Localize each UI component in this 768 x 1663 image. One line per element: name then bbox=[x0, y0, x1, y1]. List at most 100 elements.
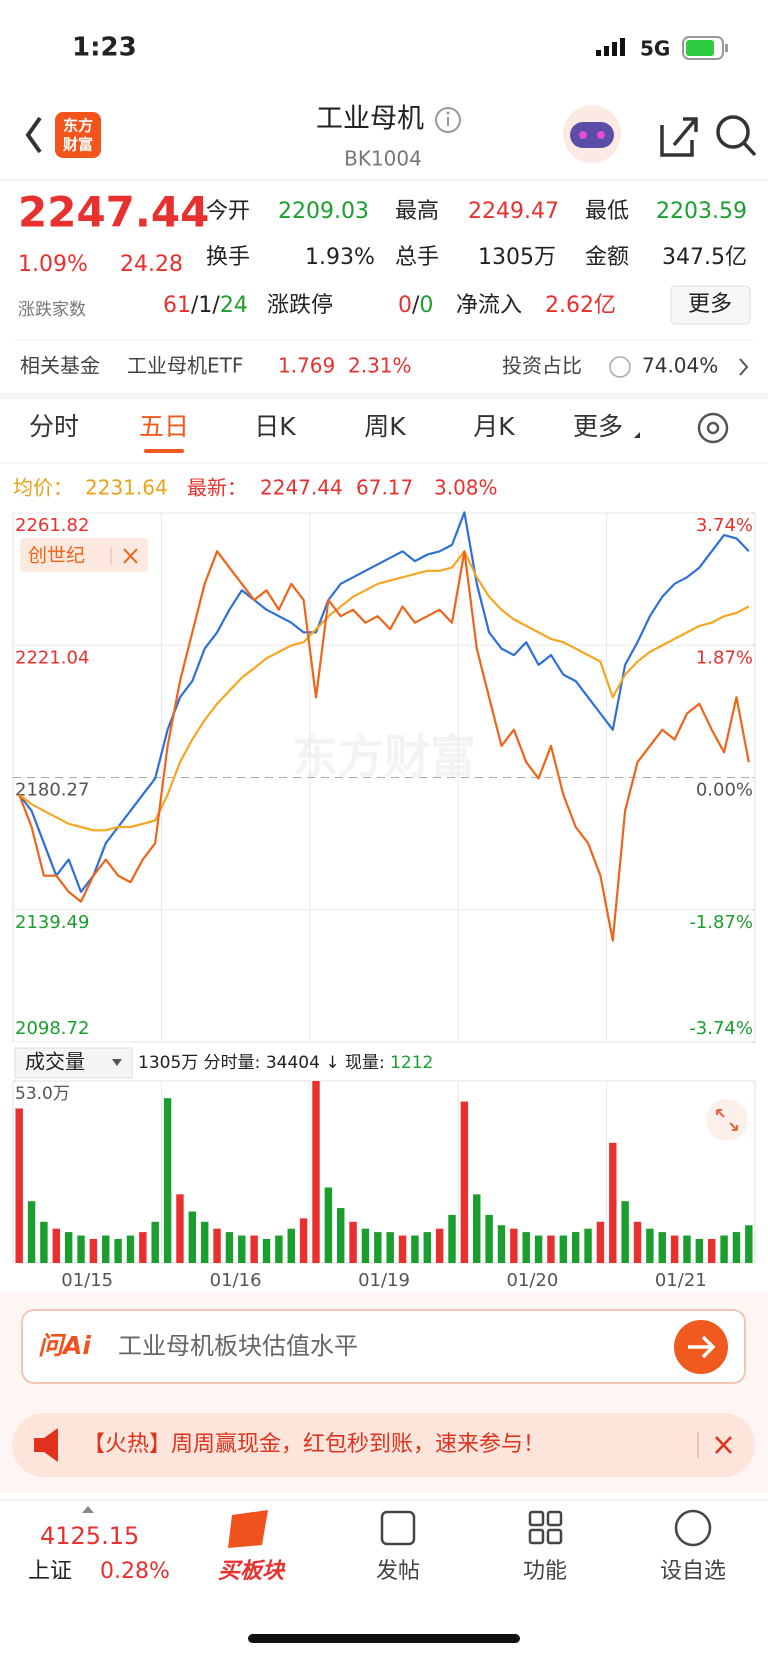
more-button-label[interactable]: 更多 bbox=[688, 292, 732, 317]
info-icon[interactable] bbox=[435, 107, 461, 133]
value: 347.5亿 bbox=[662, 245, 747, 270]
label: 投资占比 bbox=[502, 354, 582, 378]
clock: 1:23 bbox=[72, 33, 137, 63]
tab[interactable]: 周K bbox=[364, 412, 406, 441]
value: 1.93% bbox=[305, 245, 375, 270]
limit: 0/0 bbox=[398, 293, 433, 318]
volume-bar bbox=[485, 1214, 493, 1263]
nav-icon bbox=[380, 1510, 416, 1546]
robot-avatar[interactable] bbox=[563, 105, 621, 163]
nav-item[interactable]: 发帖 bbox=[376, 1559, 420, 1584]
volume-bar bbox=[349, 1221, 357, 1263]
search-button[interactable] bbox=[716, 115, 757, 157]
more-button[interactable] bbox=[670, 285, 751, 325]
sep: / bbox=[212, 293, 220, 318]
y2-tick-label: 3.74% bbox=[696, 515, 753, 536]
value: 2209.03 bbox=[278, 199, 369, 224]
banner[interactable] bbox=[12, 1413, 755, 1477]
label: 现量: bbox=[345, 1053, 385, 1073]
value: 2.62亿 bbox=[545, 293, 616, 318]
share-button[interactable] bbox=[660, 117, 698, 157]
home-indicator bbox=[248, 1634, 520, 1643]
volume-bar bbox=[547, 1235, 555, 1263]
x-tick-label: 01/16 bbox=[210, 1270, 262, 1291]
volume-bar bbox=[52, 1228, 60, 1263]
banner-close[interactable] bbox=[715, 1436, 732, 1454]
volume-bar bbox=[720, 1235, 728, 1263]
volume-bar bbox=[596, 1221, 605, 1263]
volume-bar bbox=[361, 1228, 370, 1263]
tab[interactable]: 月K bbox=[473, 412, 515, 441]
tab[interactable]: 分时 bbox=[29, 412, 79, 441]
ask-ai-box[interactable] bbox=[21, 1309, 746, 1384]
value: 2249.47 bbox=[468, 199, 559, 224]
volume-bar bbox=[683, 1235, 691, 1263]
volume-bar bbox=[40, 1221, 48, 1263]
fall: 24 bbox=[220, 293, 248, 318]
minute-volume: 34404 bbox=[266, 1053, 320, 1073]
label: 换手 bbox=[206, 245, 250, 270]
volume-bar bbox=[163, 1098, 172, 1263]
volume-bar bbox=[176, 1194, 184, 1263]
fund-change: 2.31% bbox=[348, 354, 412, 378]
nav-item[interactable]: 买板块 bbox=[218, 1559, 286, 1584]
battery-icon bbox=[682, 36, 728, 60]
y-tick-label: 2261.82 bbox=[15, 515, 89, 536]
back-button[interactable] bbox=[25, 116, 42, 154]
volume-bar bbox=[435, 1228, 444, 1263]
volume-bar bbox=[423, 1232, 431, 1263]
volume-bar bbox=[27, 1201, 36, 1263]
legend-close[interactable] bbox=[123, 548, 138, 564]
title: 工业母机 bbox=[316, 104, 424, 135]
volume-bar bbox=[670, 1235, 679, 1263]
index-change: 0.28% bbox=[100, 1559, 170, 1584]
volume-bar bbox=[337, 1208, 345, 1263]
volume-bar bbox=[89, 1238, 98, 1263]
volume-bar bbox=[411, 1235, 419, 1263]
dropdown-arrow bbox=[634, 432, 640, 438]
ask-ai-prompt[interactable]: 工业母机板块估值水平 bbox=[118, 1332, 358, 1360]
volume-bar bbox=[448, 1214, 456, 1263]
last-label: 最新： bbox=[187, 476, 247, 500]
expand-button[interactable] bbox=[706, 1099, 748, 1141]
label: 涨跌停 bbox=[267, 293, 333, 318]
nav-icon bbox=[228, 1510, 268, 1548]
signal-icon bbox=[596, 38, 625, 56]
x-tick-label: 01/15 bbox=[61, 1270, 113, 1291]
code: BK1004 bbox=[344, 147, 422, 171]
volume-bar bbox=[460, 1101, 469, 1263]
selector-label[interactable]: 成交量 bbox=[25, 1050, 85, 1074]
settings-button[interactable] bbox=[697, 412, 729, 444]
banner-text[interactable]: 【火热】周周赢现金，红包秒到账，速来参与！ bbox=[83, 1432, 545, 1457]
last-change-pct: 3.08% bbox=[434, 476, 498, 500]
flat: 1 bbox=[198, 293, 212, 318]
plot-frame bbox=[12, 1080, 756, 1264]
volume-bar bbox=[225, 1232, 234, 1263]
volume-bar bbox=[102, 1235, 110, 1263]
tab[interactable]: 日K bbox=[254, 412, 296, 441]
ask-ai-send[interactable] bbox=[674, 1320, 728, 1374]
last: 2247.44 bbox=[260, 476, 343, 500]
nav-item[interactable]: 功能 bbox=[523, 1559, 567, 1584]
chevron[interactable] bbox=[739, 358, 749, 376]
breadth: 61/1/24 bbox=[163, 293, 248, 318]
y-tick-label: 2098.72 bbox=[15, 1018, 89, 1039]
volume-bar bbox=[584, 1228, 592, 1263]
logo-text: 东方 bbox=[63, 117, 93, 135]
change: 24.28 bbox=[120, 252, 183, 277]
tab[interactable]: 更多 bbox=[573, 412, 623, 441]
volume-bar bbox=[275, 1235, 283, 1263]
limit-up: 0 bbox=[398, 293, 412, 318]
fund-name[interactable]: 工业母机ETF bbox=[127, 354, 243, 378]
expand-arrow[interactable] bbox=[82, 1506, 94, 1513]
volume-bar bbox=[324, 1187, 333, 1263]
legend-tag[interactable] bbox=[20, 538, 148, 572]
selector[interactable] bbox=[14, 1047, 133, 1079]
volume-bar bbox=[151, 1221, 159, 1263]
volume-bar bbox=[262, 1238, 271, 1263]
help-icon[interactable] bbox=[609, 356, 631, 378]
tab[interactable]: 五日 bbox=[139, 412, 189, 441]
nav-item[interactable]: 设自选 bbox=[660, 1559, 726, 1584]
volume-bar bbox=[510, 1228, 518, 1263]
volume-bar bbox=[250, 1235, 258, 1263]
